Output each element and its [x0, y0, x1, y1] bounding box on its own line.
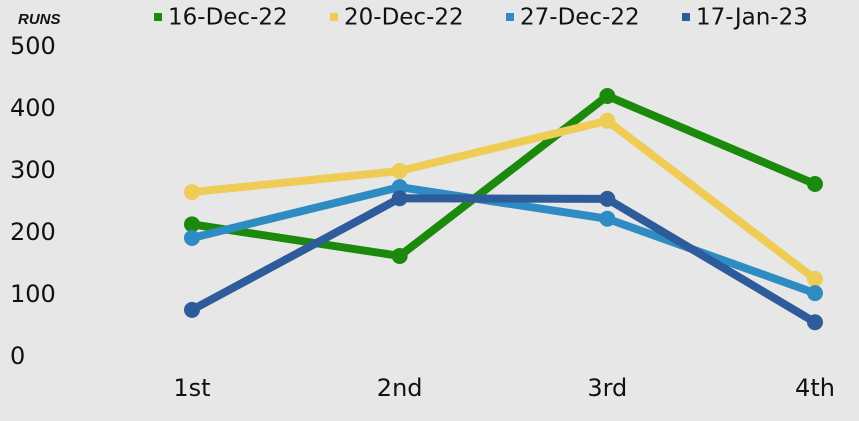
x-tick-label: 1st	[173, 374, 210, 402]
legend-marker	[506, 13, 514, 21]
point	[184, 301, 200, 318]
series-line	[190, 194, 818, 326]
series-line	[191, 91, 817, 260]
y-tick-label: 100	[10, 280, 56, 308]
legend-label: 20-Dec-22	[344, 5, 464, 31]
y-tick-label: 300	[10, 156, 56, 184]
point	[807, 270, 823, 287]
x-tick-label: 4th	[795, 374, 835, 402]
legend-label: 16-Dec-22	[168, 5, 288, 31]
legend-label: 17-Jan-23	[696, 5, 808, 31]
series-line	[191, 116, 818, 283]
legend-label: 27-Dec-22	[520, 5, 640, 31]
y-axis-label: RUNS	[18, 11, 61, 28]
y-tick-label: 200	[10, 218, 56, 246]
legend-marker	[330, 13, 338, 21]
point	[391, 179, 408, 196]
point	[391, 163, 408, 179]
x-tick-label: 2nd	[377, 374, 423, 402]
point	[599, 112, 616, 129]
point	[184, 184, 200, 201]
legend-marker	[682, 13, 690, 21]
point	[599, 210, 616, 227]
point	[599, 87, 616, 104]
point	[807, 285, 823, 302]
legend-marker	[154, 13, 162, 21]
point	[391, 190, 408, 207]
point	[184, 216, 200, 233]
y-tick-label: 400	[10, 94, 56, 122]
y-tick-label: 500	[10, 32, 56, 60]
point	[807, 176, 823, 193]
point	[807, 314, 823, 331]
x-tick-label: 3rd	[587, 374, 627, 402]
y-tick-label: 0	[10, 342, 25, 370]
point	[391, 247, 408, 264]
point	[599, 190, 616, 207]
point	[184, 229, 200, 246]
